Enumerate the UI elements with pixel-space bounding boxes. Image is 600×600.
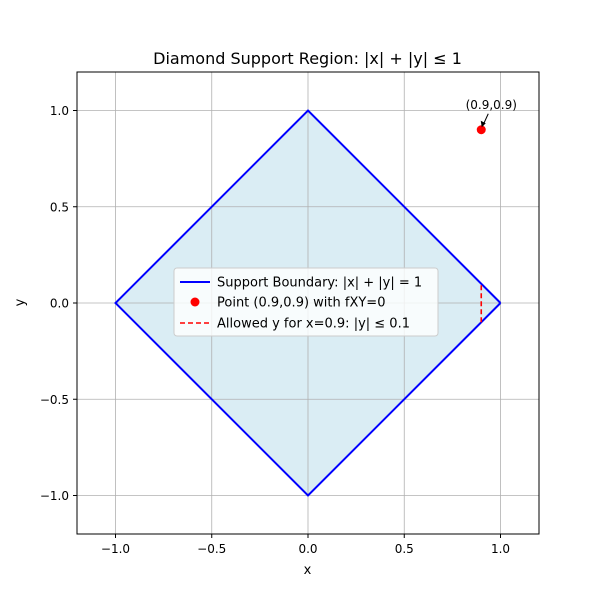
legend-box xyxy=(173,267,439,337)
legend-swatch-point xyxy=(190,297,200,307)
legend-label-dashed: Allowed y for x=0.9: |y| ≤ 0.1 xyxy=(217,317,410,332)
chart-title: Diamond Support Region: |x| + |y| ≤ 1 xyxy=(153,49,462,68)
y-tick-label-1: −0.5 xyxy=(40,393,69,407)
legend: Support Boundary: |x| + |y| = 1 Point (0.… xyxy=(173,267,439,337)
legend-label-point: Point (0.9,0.9) with fXY=0 xyxy=(217,296,385,311)
y-axis-label: y xyxy=(13,298,28,306)
support-boundary-line xyxy=(114,109,502,497)
y-tick-label-3: 0.5 xyxy=(50,200,69,214)
x-tick-label-3: 0.5 xyxy=(395,542,414,556)
highlight-point xyxy=(476,125,486,135)
y-tick-label-0: −1.0 xyxy=(40,489,69,503)
annotation-arrow-head xyxy=(480,120,486,128)
x-tick-label-1: −0.5 xyxy=(197,542,226,556)
x-tick-label-0: −1.0 xyxy=(101,542,130,556)
legend-label-boundary: Support Boundary: |x| + |y| = 1 xyxy=(217,276,422,291)
point-annotation: (0.9,0.9) xyxy=(466,98,517,112)
y-tick-label-2: 0.0 xyxy=(50,297,69,311)
x-tick-label-4: 1.0 xyxy=(491,542,510,556)
x-tick-label-2: 0.0 xyxy=(298,542,317,556)
x-axis-label: x xyxy=(304,563,312,578)
y-tick-label-4: 1.0 xyxy=(50,104,69,118)
